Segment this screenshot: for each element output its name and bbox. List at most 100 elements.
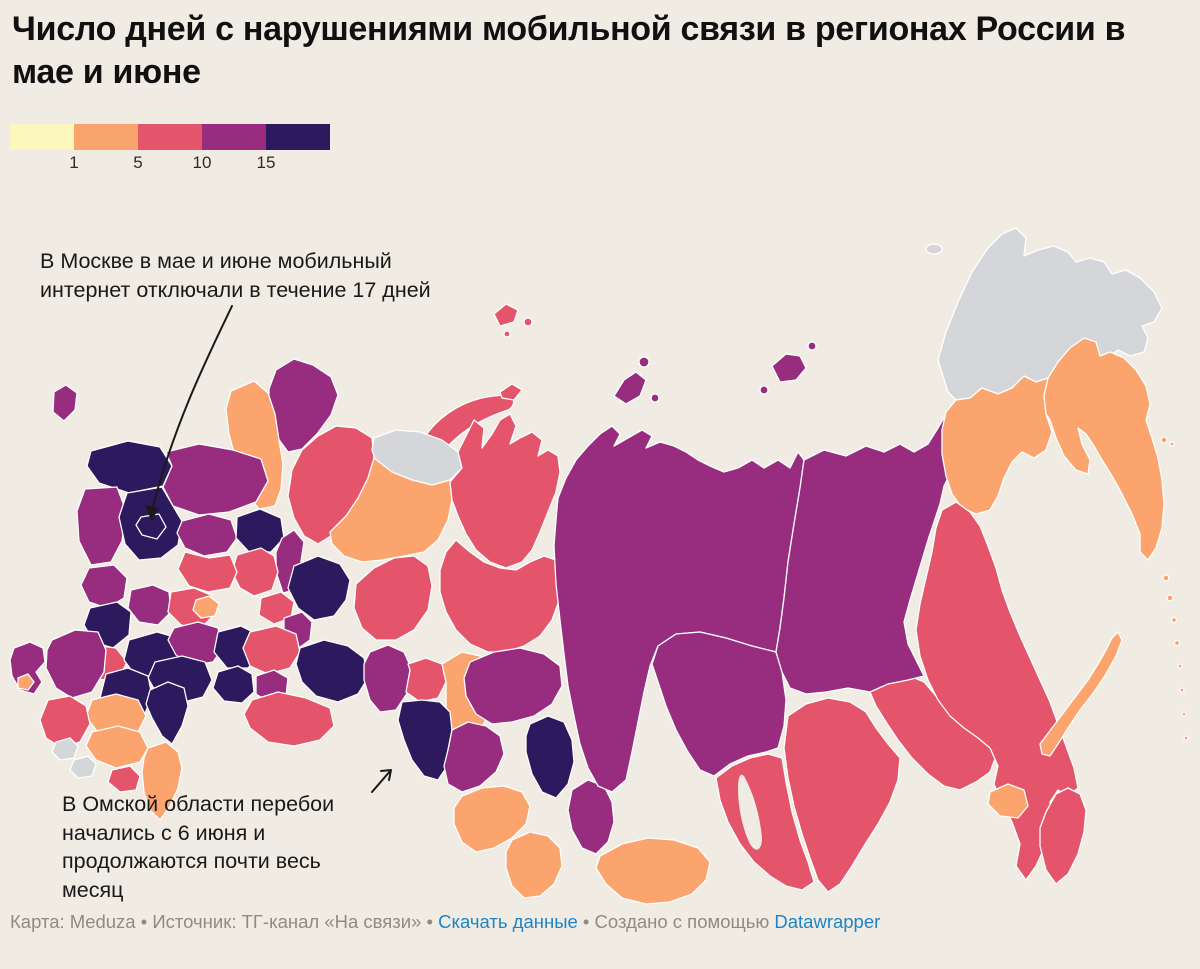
region-novosibirsk[interactable] bbox=[443, 721, 505, 793]
omsk-annotation-arrow bbox=[371, 769, 392, 793]
footer: Карта: Meduza • Источник: ТГ-канал «На с… bbox=[10, 911, 1190, 933]
region-yaroslavl[interactable] bbox=[176, 513, 238, 557]
region-kurils[interactable] bbox=[1162, 574, 1170, 582]
region-sevastopol[interactable] bbox=[17, 673, 35, 691]
region-khakassia[interactable] bbox=[567, 779, 615, 855]
legend-swatches bbox=[10, 124, 330, 150]
annotation-omsk-line4: месяц bbox=[62, 877, 124, 902]
moscow-annotation-arrowhead bbox=[145, 505, 158, 522]
region-sakhalin[interactable] bbox=[1039, 631, 1123, 757]
region-tambov[interactable] bbox=[167, 621, 224, 666]
legend-ticks: 1 5 10 15 bbox=[10, 153, 330, 175]
region-nizhny-novgorod[interactable] bbox=[231, 547, 279, 597]
region-franz-josef[interactable] bbox=[503, 330, 511, 338]
region-sverdlovsk[interactable] bbox=[353, 555, 433, 641]
region-yakutia[interactable] bbox=[775, 413, 969, 695]
legend-swatch-4 bbox=[202, 124, 266, 150]
region-kostroma[interactable] bbox=[235, 508, 285, 553]
region-kurils[interactable] bbox=[1173, 639, 1181, 647]
region-vladimir[interactable] bbox=[177, 551, 238, 593]
region-irkutsk[interactable] bbox=[651, 631, 787, 777]
region-novaya-zemlya[interactable] bbox=[499, 383, 523, 401]
region-dagestan[interactable] bbox=[141, 741, 183, 821]
region-smolensk[interactable] bbox=[80, 564, 128, 609]
region-kurils[interactable] bbox=[1181, 711, 1187, 717]
region-perm[interactable] bbox=[287, 555, 351, 621]
region-samara[interactable] bbox=[212, 665, 255, 704]
region-novosibirsk-islands[interactable] bbox=[807, 341, 817, 351]
region-severnaya-zemlya[interactable] bbox=[650, 393, 660, 403]
region-mordovia[interactable] bbox=[192, 595, 220, 619]
region-bashkortostan[interactable] bbox=[295, 639, 369, 703]
region-kurils[interactable] bbox=[1179, 687, 1185, 693]
region-primorye[interactable] bbox=[1039, 787, 1087, 885]
annotation-moscow-line2: интернет отключали в течение 17 дней bbox=[40, 277, 431, 302]
legend-swatch-2 bbox=[74, 124, 138, 150]
datawrapper-link[interactable]: Datawrapper bbox=[774, 911, 881, 932]
region-rostov[interactable] bbox=[45, 629, 107, 699]
region-astrakhan[interactable] bbox=[145, 681, 189, 745]
legend: 1 5 10 15 bbox=[10, 124, 330, 175]
region-stavropol[interactable] bbox=[85, 725, 149, 769]
region-kemerovo[interactable] bbox=[525, 715, 575, 799]
region-tomsk[interactable] bbox=[463, 647, 563, 725]
region-kurils[interactable] bbox=[1170, 616, 1178, 624]
region-commander-islands[interactable] bbox=[1160, 436, 1168, 444]
legend-swatch-5 bbox=[266, 124, 330, 150]
region-franz-josef[interactable] bbox=[523, 317, 533, 327]
annotation-omsk-line2: начались с 6 июня и bbox=[62, 820, 266, 845]
region-kaliningrad[interactable] bbox=[52, 384, 78, 422]
lake-baikal bbox=[738, 774, 762, 850]
region-karelia[interactable] bbox=[225, 380, 284, 510]
region-altai-rep[interactable] bbox=[505, 831, 563, 899]
annotation-moscow: В Москве в мае и июне мобильный интернет… bbox=[40, 247, 580, 305]
region-chechnya[interactable] bbox=[107, 765, 141, 793]
region-vologda[interactable] bbox=[162, 443, 269, 516]
annotation-omsk-line3: продолжаются почти весь bbox=[62, 849, 321, 874]
region-altai-krai[interactable] bbox=[453, 785, 531, 853]
legend-tick-10: 10 bbox=[192, 153, 212, 172]
region-magadan[interactable] bbox=[941, 375, 1053, 515]
region-kurgan[interactable] bbox=[405, 657, 447, 703]
region-amur[interactable] bbox=[869, 675, 997, 791]
region-franz-josef[interactable] bbox=[493, 303, 519, 327]
legend-tick-15: 15 bbox=[256, 153, 276, 172]
region-kurils[interactable] bbox=[1177, 663, 1183, 669]
region-chelyabinsk[interactable] bbox=[363, 644, 413, 713]
region-severnaya-zemlya[interactable] bbox=[613, 371, 647, 405]
region-wrangel[interactable] bbox=[925, 243, 943, 255]
region-jewish-ao[interactable] bbox=[987, 783, 1029, 819]
region-novosibirsk-islands[interactable] bbox=[771, 353, 807, 383]
region-tula[interactable] bbox=[127, 584, 172, 626]
region-commander-islands[interactable] bbox=[1169, 441, 1175, 447]
region-adygea[interactable] bbox=[51, 737, 79, 761]
download-data-link[interactable]: Скачать данные bbox=[438, 911, 578, 932]
region-ossetia[interactable] bbox=[69, 755, 97, 779]
legend-tick-1: 1 bbox=[69, 153, 79, 172]
legend-tick-5: 5 bbox=[133, 153, 143, 172]
moscow-annotation-arrow bbox=[151, 305, 233, 511]
region-yamalo-nenets[interactable] bbox=[449, 413, 561, 569]
page-title: Число дней с нарушениями мобильной связи… bbox=[12, 10, 1126, 91]
region-zabaikalsky[interactable] bbox=[783, 697, 901, 893]
region-kurils[interactable] bbox=[1183, 735, 1189, 741]
region-khanty-mansi[interactable] bbox=[439, 539, 563, 653]
footer-credit: Карта: Meduza • Источник: ТГ-канал «На с… bbox=[10, 911, 439, 932]
legend-swatch-1 bbox=[10, 124, 74, 150]
region-pskov[interactable] bbox=[76, 486, 127, 566]
region-tuva[interactable] bbox=[595, 837, 711, 905]
footer-separator: • bbox=[577, 911, 595, 932]
region-severnaya-zemlya[interactable] bbox=[638, 356, 650, 368]
region-novosibirsk-islands[interactable] bbox=[759, 385, 769, 395]
region-krasnodar[interactable] bbox=[39, 695, 91, 749]
region-moscow[interactable] bbox=[135, 513, 167, 540]
region-kurils[interactable] bbox=[1166, 594, 1174, 602]
region-kamchatka[interactable] bbox=[1043, 337, 1165, 561]
annotation-omsk-line1: В Омской области перебои bbox=[62, 792, 335, 816]
region-khabarovsk[interactable] bbox=[915, 501, 1079, 881]
region-tatarstan[interactable] bbox=[242, 625, 301, 675]
region-orenburg[interactable] bbox=[243, 691, 335, 747]
annotation-moscow-line1: В Москве в мае и июне мобильный bbox=[40, 249, 392, 273]
